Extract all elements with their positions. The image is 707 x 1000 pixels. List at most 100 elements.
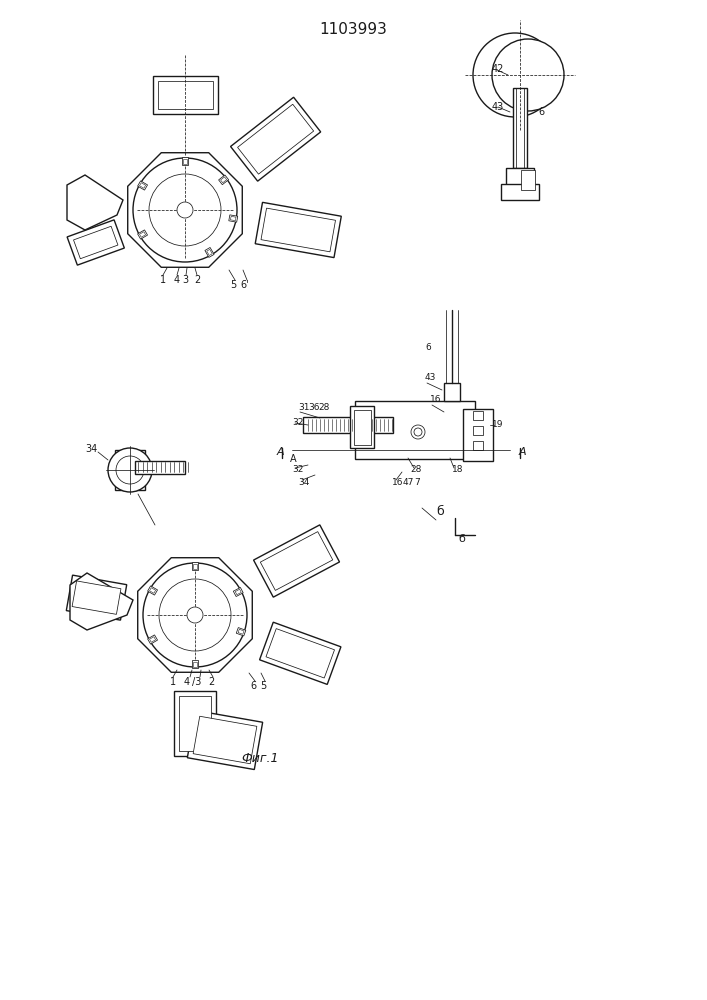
Polygon shape: [238, 629, 244, 634]
Polygon shape: [206, 249, 212, 255]
Polygon shape: [221, 177, 227, 183]
Polygon shape: [229, 215, 238, 222]
Text: 2: 2: [208, 677, 214, 687]
Text: 18: 18: [452, 465, 464, 474]
Text: 28: 28: [410, 465, 421, 474]
Polygon shape: [174, 690, 216, 756]
Text: 4: 4: [174, 275, 180, 285]
Polygon shape: [193, 662, 197, 666]
Polygon shape: [138, 230, 148, 239]
Circle shape: [492, 39, 564, 111]
Text: 43: 43: [425, 373, 436, 382]
Polygon shape: [158, 81, 213, 109]
Polygon shape: [67, 220, 124, 265]
Polygon shape: [128, 153, 243, 267]
Text: 1: 1: [170, 677, 176, 687]
Polygon shape: [303, 417, 393, 433]
Circle shape: [414, 428, 422, 436]
Polygon shape: [66, 575, 127, 620]
Text: б: б: [436, 505, 444, 518]
Polygon shape: [153, 76, 218, 114]
Polygon shape: [148, 635, 158, 644]
Text: A: A: [276, 447, 284, 457]
Text: A: A: [518, 447, 526, 457]
Text: 2: 2: [194, 275, 200, 285]
Polygon shape: [149, 637, 156, 642]
Text: 36: 36: [308, 403, 320, 412]
Polygon shape: [266, 629, 334, 678]
Polygon shape: [179, 696, 211, 750]
Text: Фиг.1: Фиг.1: [241, 752, 279, 765]
Polygon shape: [259, 622, 341, 684]
Circle shape: [159, 579, 231, 651]
Polygon shape: [193, 564, 197, 568]
Polygon shape: [205, 247, 214, 257]
Text: A: A: [290, 454, 297, 464]
Polygon shape: [473, 440, 483, 450]
Polygon shape: [138, 181, 148, 190]
Text: 6: 6: [425, 343, 431, 352]
Text: 32: 32: [292, 418, 303, 427]
Polygon shape: [138, 558, 252, 672]
Polygon shape: [148, 586, 158, 595]
Polygon shape: [506, 167, 534, 192]
Polygon shape: [354, 410, 370, 444]
Text: б: б: [458, 534, 465, 544]
Text: 16: 16: [392, 478, 404, 487]
Polygon shape: [139, 232, 146, 237]
Text: 6: 6: [250, 681, 256, 691]
Polygon shape: [218, 175, 228, 185]
Polygon shape: [135, 460, 185, 474]
Polygon shape: [233, 587, 243, 597]
Polygon shape: [260, 532, 333, 590]
Circle shape: [108, 448, 152, 492]
Text: 19: 19: [492, 420, 503, 429]
Circle shape: [143, 563, 247, 667]
Text: 16: 16: [430, 395, 441, 404]
Polygon shape: [261, 208, 336, 252]
Polygon shape: [187, 710, 263, 770]
Polygon shape: [230, 97, 321, 181]
Polygon shape: [255, 202, 341, 258]
Text: 3: 3: [182, 275, 188, 285]
Text: 43: 43: [492, 102, 504, 112]
Text: 34: 34: [85, 444, 98, 454]
Text: 34: 34: [298, 478, 310, 487]
Polygon shape: [70, 573, 133, 630]
Polygon shape: [521, 170, 535, 190]
Text: 6: 6: [538, 107, 544, 117]
Polygon shape: [230, 216, 236, 221]
Text: /3: /3: [192, 677, 201, 687]
Circle shape: [473, 33, 557, 117]
Circle shape: [187, 607, 203, 623]
Text: 47: 47: [403, 478, 414, 487]
Polygon shape: [139, 183, 146, 188]
Circle shape: [149, 174, 221, 246]
Text: 5: 5: [230, 280, 236, 290]
Polygon shape: [350, 406, 374, 448]
Text: 28: 28: [318, 403, 329, 412]
Polygon shape: [192, 562, 198, 570]
Polygon shape: [192, 660, 198, 668]
Polygon shape: [463, 409, 493, 461]
Text: 42: 42: [492, 64, 504, 74]
Text: 5: 5: [260, 681, 266, 691]
Polygon shape: [67, 175, 123, 230]
Text: 1: 1: [160, 275, 166, 285]
Polygon shape: [115, 450, 145, 490]
Text: 32: 32: [292, 465, 303, 474]
Polygon shape: [74, 226, 118, 259]
Circle shape: [133, 158, 237, 262]
Polygon shape: [513, 88, 527, 168]
Polygon shape: [254, 525, 339, 597]
Polygon shape: [183, 158, 187, 163]
Polygon shape: [193, 716, 257, 764]
Text: 7: 7: [414, 478, 420, 487]
Polygon shape: [473, 410, 483, 420]
Polygon shape: [72, 581, 121, 614]
Circle shape: [411, 425, 425, 439]
Text: 6': 6': [240, 280, 250, 290]
Polygon shape: [501, 184, 539, 200]
Polygon shape: [473, 426, 483, 434]
Polygon shape: [149, 588, 156, 593]
